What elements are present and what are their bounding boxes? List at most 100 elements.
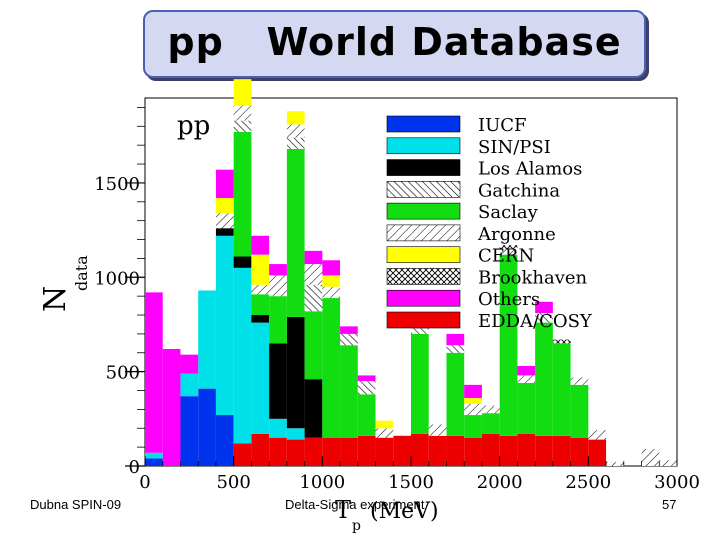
bar-edda-cosy-1300 bbox=[375, 437, 394, 466]
bar-gatchina-1700 bbox=[446, 345, 465, 353]
x-tick-label: 3000 bbox=[654, 472, 700, 493]
bar-saclay-2000 bbox=[499, 254, 518, 436]
bar-sin-psi-500 bbox=[233, 267, 252, 444]
bar-gatchina-500 bbox=[233, 120, 252, 132]
legend-swatch-los-alamos bbox=[386, 159, 461, 176]
bar-edda-cosy-1800 bbox=[464, 437, 482, 466]
legend-label-iucf: IUCF bbox=[478, 115, 527, 136]
bar-saclay-900 bbox=[304, 311, 323, 380]
slide-title: pp World Database bbox=[167, 20, 622, 64]
bar-edda-cosy-2500 bbox=[588, 439, 607, 466]
legend-label-argonne: Argonne bbox=[477, 224, 556, 245]
bar-edda-cosy-1000 bbox=[322, 437, 341, 466]
x-tick-label: 1000 bbox=[299, 472, 345, 493]
x-axis-label: T bbox=[335, 496, 351, 524]
bar-edda-cosy-1900 bbox=[481, 433, 500, 466]
bar-saclay-2300 bbox=[552, 343, 571, 436]
bar-argonne-1300 bbox=[375, 428, 394, 438]
bar-others-0 bbox=[145, 292, 163, 453]
bar-saclay-2400 bbox=[570, 384, 589, 438]
bar-edda-cosy-1100 bbox=[340, 437, 358, 466]
bar-los-alamos-600 bbox=[251, 315, 270, 323]
bar-saclay-1500 bbox=[411, 333, 429, 434]
bar-saclay-600 bbox=[251, 294, 270, 316]
bar-saclay-2100 bbox=[517, 382, 536, 434]
bar-argonne-2800 bbox=[641, 449, 660, 466]
bar-saclay-1800 bbox=[464, 415, 482, 438]
legend-swatch-cern bbox=[386, 246, 461, 263]
bar-argonne-500 bbox=[233, 105, 252, 121]
x-axis-unit: (MeV) bbox=[370, 499, 439, 524]
bar-cern-1800 bbox=[464, 398, 482, 404]
bar-brookhaven-2000 bbox=[499, 245, 518, 249]
bar-saclay-1700 bbox=[446, 352, 465, 436]
bar-edda-cosy-1200 bbox=[357, 435, 376, 466]
bar-argonne-2900 bbox=[659, 460, 677, 466]
bar-sin-psi-300 bbox=[198, 290, 216, 389]
bar-cern-800 bbox=[286, 111, 305, 125]
bar-others-1100 bbox=[340, 326, 358, 334]
bar-los-alamos-400 bbox=[215, 228, 234, 236]
bar-sin-psi-600 bbox=[251, 322, 270, 434]
bar-gatchina-800 bbox=[286, 137, 305, 149]
bar-argonne-2500 bbox=[588, 430, 607, 440]
x-tick-label: 500 bbox=[216, 472, 250, 493]
bar-saclay-2200 bbox=[535, 322, 553, 436]
legend-swatch-edda-cosy bbox=[386, 311, 461, 329]
legend-swatch-brookhaven bbox=[386, 268, 461, 285]
bar-cern-600 bbox=[251, 254, 270, 285]
bar-saclay-1000 bbox=[322, 298, 341, 438]
footer-center: Delta-Sigma experiment bbox=[285, 497, 425, 512]
bar-edda-cosy-2400 bbox=[570, 437, 589, 466]
bar-edda-cosy-1500 bbox=[411, 433, 429, 466]
bar-iucf-300 bbox=[198, 388, 216, 466]
y-axis-label-subscript: data bbox=[72, 255, 91, 291]
legend-label-edda-cosy: EDDA/COSY bbox=[478, 311, 593, 332]
x-tick-label: 0 bbox=[139, 472, 150, 493]
legend-swatch-argonne bbox=[386, 224, 461, 242]
bar-argonne-600 bbox=[251, 284, 270, 295]
bar-brookhaven-2300 bbox=[552, 339, 571, 344]
bar-argonne-1900 bbox=[481, 405, 500, 414]
bar-iucf-0 bbox=[145, 458, 163, 466]
legend-label-brookhaven: Brookhaven bbox=[478, 267, 588, 288]
bar-saclay-500 bbox=[233, 131, 252, 257]
x-tick-label: 2000 bbox=[477, 472, 523, 493]
bar-argonne-1000 bbox=[322, 286, 341, 299]
bar-sin-psi-0 bbox=[145, 452, 163, 459]
bar-saclay-700 bbox=[269, 296, 287, 344]
panel-label: pp bbox=[177, 111, 210, 141]
bar-edda-cosy-700 bbox=[269, 437, 287, 466]
bar-iucf-200 bbox=[180, 396, 199, 466]
bar-edda-cosy-800 bbox=[286, 439, 305, 466]
bar-argonne-2400 bbox=[570, 377, 589, 385]
bar-sin-psi-700 bbox=[269, 418, 287, 438]
bar-saclay-1200 bbox=[357, 394, 376, 436]
bar-others-2100 bbox=[517, 365, 536, 376]
bar-los-alamos-800 bbox=[286, 316, 305, 429]
y-tick-label: 500 bbox=[106, 363, 140, 384]
bar-gatchina-1200 bbox=[357, 381, 376, 395]
bar-iucf-400 bbox=[215, 415, 234, 466]
bar-argonne-2000 bbox=[499, 248, 518, 255]
title-box: pp World Database bbox=[143, 10, 646, 78]
legend-label-saclay: Saclay bbox=[478, 202, 539, 223]
bar-edda-cosy-900 bbox=[304, 437, 323, 466]
bar-argonne-1600 bbox=[428, 424, 447, 436]
bar-argonne-400 bbox=[215, 213, 234, 229]
bar-edda-cosy-600 bbox=[251, 433, 270, 466]
bar-others-2200 bbox=[535, 301, 553, 314]
legend-swatch-saclay bbox=[386, 202, 461, 220]
bar-argonne-700 bbox=[269, 275, 287, 297]
bar-cern-400 bbox=[215, 198, 234, 214]
bar-gatchina-2200 bbox=[535, 313, 553, 323]
y-axis-title: N data bbox=[38, 255, 91, 312]
bar-los-alamos-900 bbox=[304, 379, 323, 438]
bar-others-1800 bbox=[464, 384, 482, 399]
bar-gatchina-1500 bbox=[411, 328, 429, 334]
legend-label-sin-psi: SIN/PSI bbox=[478, 137, 551, 158]
bar-cern-1000 bbox=[322, 275, 341, 287]
y-tick-label: 0 bbox=[129, 457, 140, 478]
bar-others-1200 bbox=[357, 375, 376, 382]
